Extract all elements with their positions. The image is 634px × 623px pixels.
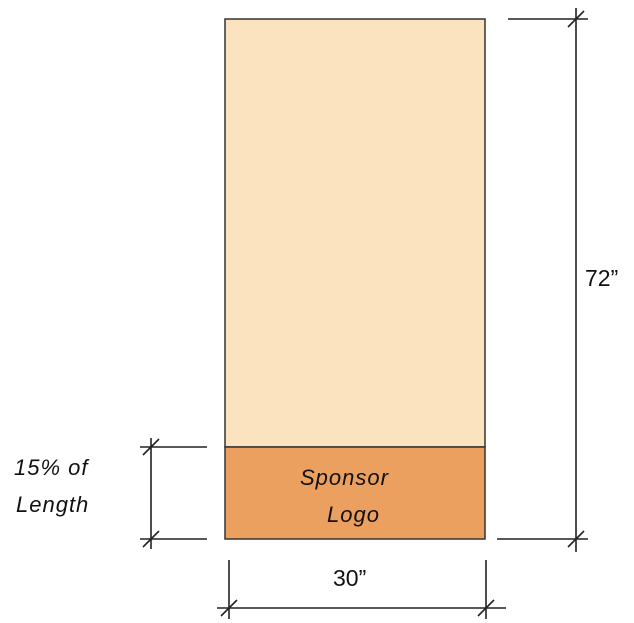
sponsor-text-line2: Logo — [327, 502, 380, 527]
sponsor-logo-band — [224, 446, 486, 540]
width-dimension — [217, 560, 506, 619]
logo-band-label-line1: 15% of — [14, 455, 89, 480]
height-label: 72” — [585, 265, 619, 291]
sponsor-text-line1: Sponsor — [300, 465, 389, 490]
banner-body — [224, 18, 486, 448]
logo-band-dimension — [140, 438, 207, 549]
height-dimension — [497, 8, 588, 552]
width-label: 30” — [333, 565, 367, 591]
logo-band-label-line2: Length — [16, 492, 90, 517]
